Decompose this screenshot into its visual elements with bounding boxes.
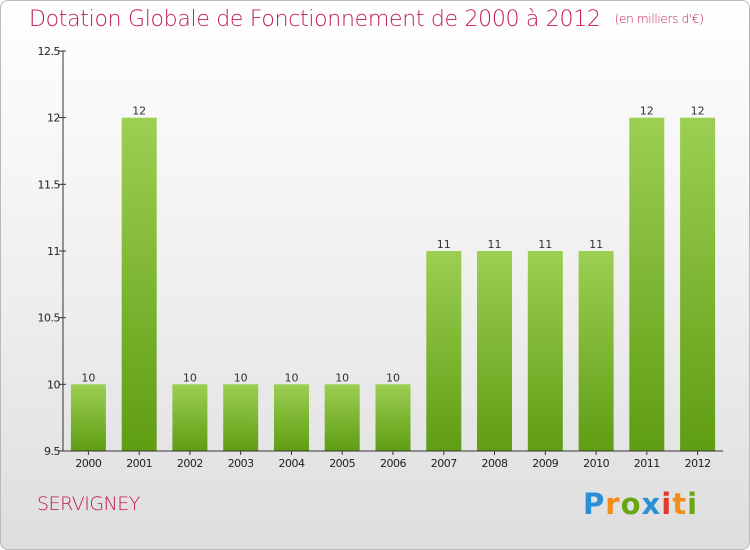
logo-letter: i [687,487,699,521]
proxiti-logo: Proxiti [583,487,698,521]
x-tick-label-2012: 2012 [685,457,711,470]
y-tick-label: 10 [47,378,60,391]
chart-title-text: Dotation Globale de Fonctionnement de 20… [29,7,601,32]
logo-letter: P [583,487,606,521]
logo-letter: t [672,487,688,521]
bar-2004 [274,384,309,451]
data-label-2012: 12 [691,105,705,118]
y-tick-label: 9.5 [44,445,60,458]
data-label-2010: 11 [589,238,603,251]
bar-2011 [629,117,665,451]
logo-letter: x [641,487,662,521]
y-tick-label: 11.5 [38,178,61,191]
logo-letter: i [661,487,673,521]
logo-letter: o [620,487,642,521]
x-tick-label-2008: 2008 [482,457,508,470]
data-label-2002: 10 [183,371,197,384]
x-tick-label-2010: 2010 [583,457,609,470]
bar-2003 [223,384,259,451]
data-label-2003: 10 [234,371,248,384]
x-tick-label-2011: 2011 [634,457,660,470]
data-label-2006: 10 [386,371,400,384]
bar-2006 [375,384,411,451]
y-tick-label: 12 [47,112,60,125]
data-label-2009: 11 [538,238,552,251]
chart-title: Dotation Globale de Fonctionnement de 20… [29,7,704,32]
data-label-2008: 11 [488,238,502,251]
x-tick-label-2006: 2006 [380,457,406,470]
bar-2001 [121,117,157,451]
data-label-2000: 10 [81,371,95,384]
data-label-2007: 11 [437,238,451,251]
data-label-2004: 10 [285,371,299,384]
bar-2012 [680,117,716,451]
x-tick-label-2002: 2002 [177,457,203,470]
y-tick-label: 12.5 [38,45,61,58]
y-tick-label: 10.5 [38,312,61,325]
bar-2010 [578,251,614,451]
bar-2002 [172,384,208,451]
chart-unit: (en milliers d'€) [614,12,704,26]
data-label-2011: 12 [640,105,654,118]
y-tick-label: 11 [47,245,60,258]
bar-2007 [426,251,462,451]
x-tick-label-2001: 2001 [126,457,152,470]
x-tick-label-2005: 2005 [329,457,355,470]
bar-2008 [477,251,512,451]
bar-2000 [70,384,106,451]
data-label-2001: 12 [132,105,146,118]
bar-2005 [324,384,360,451]
x-tick-label-2009: 2009 [532,457,558,470]
x-tick-label-2003: 2003 [228,457,254,470]
x-tick-label-2007: 2007 [431,457,457,470]
bar-2009 [527,251,563,451]
commune-name: SERVIGNEY [37,493,140,515]
x-tick-label-2004: 2004 [279,457,305,470]
x-tick-label-2000: 2000 [75,457,101,470]
logo-letter: r [605,487,621,521]
data-label-2005: 10 [335,371,349,384]
